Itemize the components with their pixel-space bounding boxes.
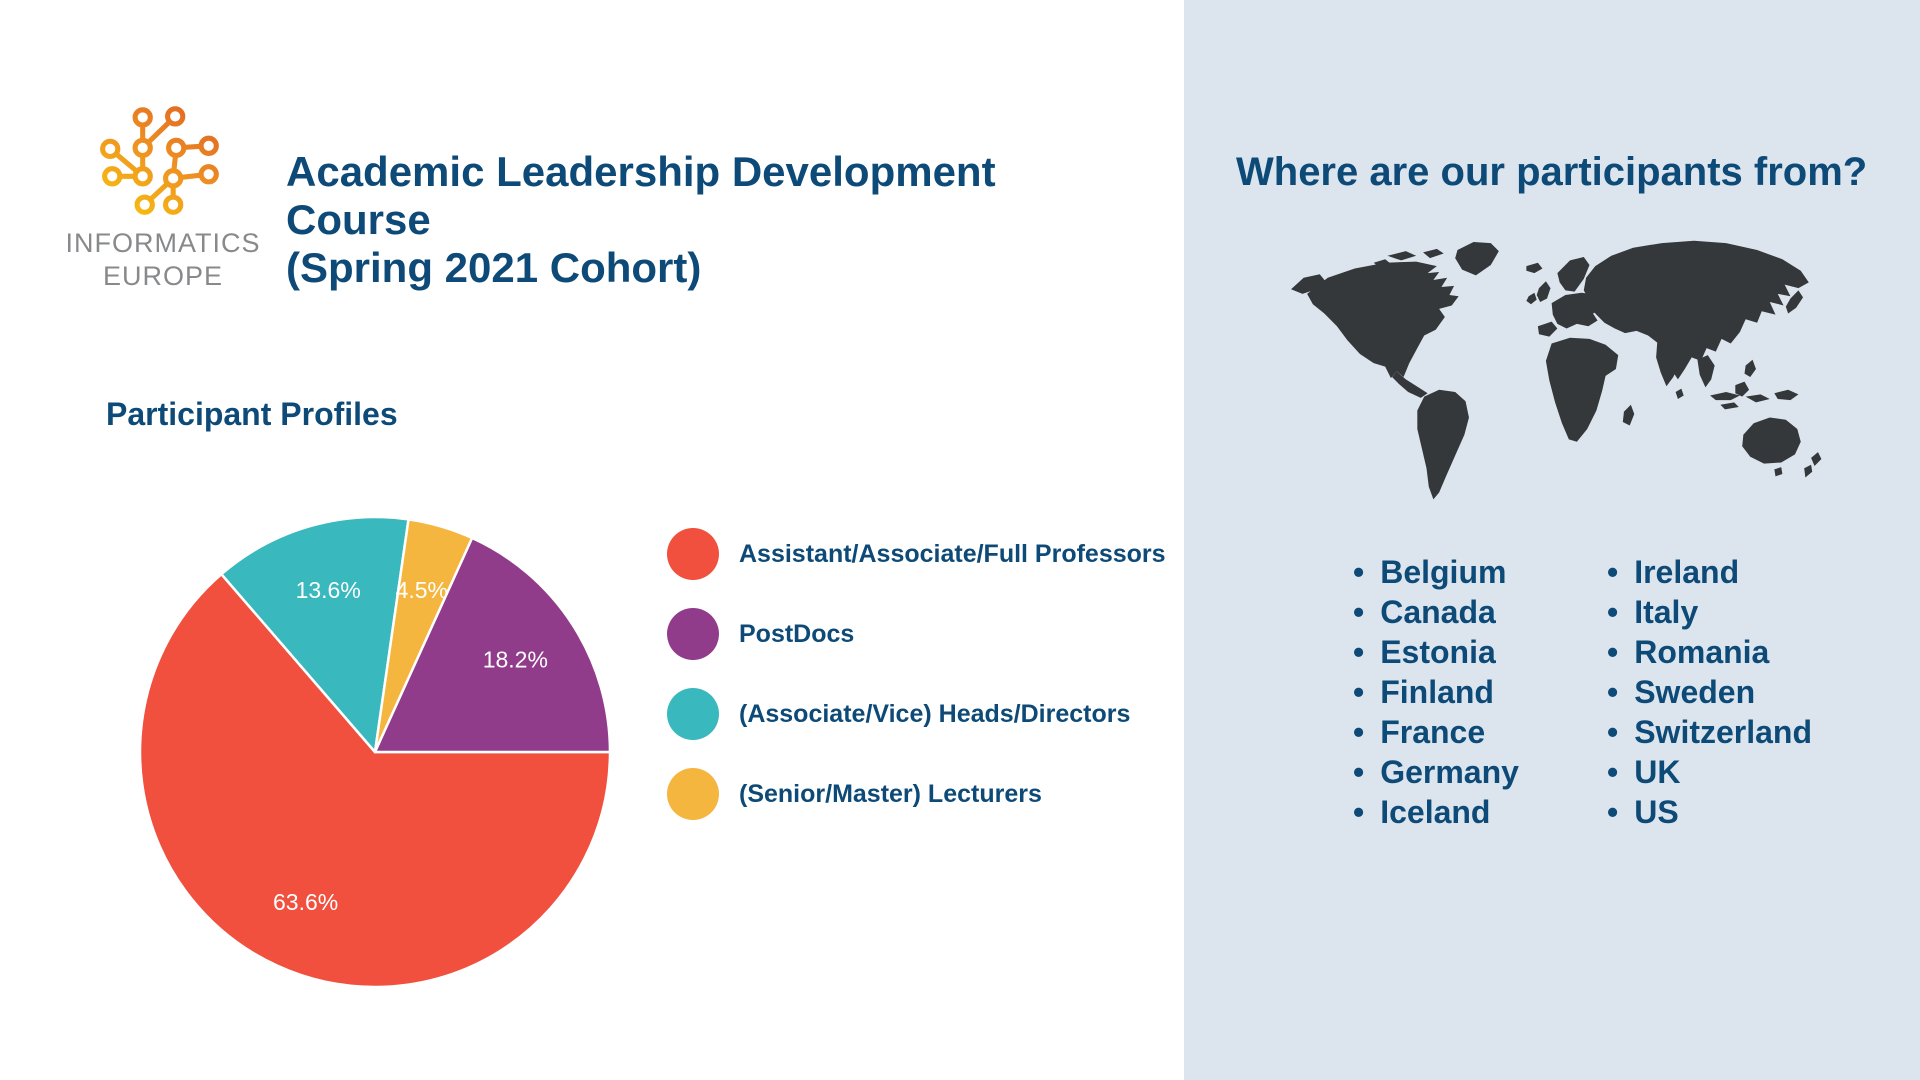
country-name: Ireland xyxy=(1634,554,1740,590)
pie-section-heading: Participant Profiles xyxy=(106,396,398,432)
country-name: UK xyxy=(1634,754,1681,790)
panel-heading: Where are our participants from? xyxy=(1236,150,1868,194)
country-name: Finland xyxy=(1380,674,1494,710)
country-item: • Finland xyxy=(1353,672,1519,712)
pie-slice-percent-label: 18.2% xyxy=(483,647,548,673)
country-item: • Ireland xyxy=(1607,552,1812,592)
country-item: • Switzerland xyxy=(1607,712,1812,752)
country-name: Germany xyxy=(1380,754,1519,790)
country-item: • Iceland xyxy=(1353,792,1519,832)
country-name: US xyxy=(1634,794,1679,830)
country-column-1: • Belgium • Canada • Estonia • Finland • France • G… xyxy=(1353,552,1519,832)
logo-wordmark-line1: INFORMATICS xyxy=(65,228,261,258)
country-item: • Estonia xyxy=(1353,632,1519,672)
participants-panel: Where are our participants from? xyxy=(1184,0,1920,1080)
pie-slice xyxy=(220,515,410,754)
legend-color-dot xyxy=(667,608,719,660)
country-name: Estonia xyxy=(1380,634,1496,670)
country-item: • Romania xyxy=(1607,632,1812,672)
country-item: • Italy xyxy=(1607,592,1812,632)
pie-slice-percent-label: 13.6% xyxy=(296,577,361,603)
logo-connector-lines xyxy=(108,114,209,207)
legend-color-dot xyxy=(667,528,719,580)
country-item: • Germany xyxy=(1353,752,1519,792)
world-map-icon xyxy=(1291,240,1822,500)
country-item: • Sweden xyxy=(1607,672,1812,712)
bullet-icon: • xyxy=(1607,754,1619,790)
world-map-landmasses xyxy=(1291,240,1822,500)
country-name: Italy xyxy=(1634,594,1699,630)
logo-wordmark-line2: EUROPE xyxy=(102,261,224,291)
bullet-icon: • xyxy=(1607,714,1619,750)
legend-item: (Senior/Master) Lecturers xyxy=(667,768,1166,820)
page-title-line1: Academic Leadership Development Course xyxy=(286,148,996,243)
bullet-icon: • xyxy=(1607,634,1619,670)
bullet-icon: • xyxy=(1353,754,1365,790)
country-name: Iceland xyxy=(1380,794,1491,830)
legend-item: Assistant/Associate/Full Professors xyxy=(667,528,1166,580)
country-name: France xyxy=(1380,714,1486,750)
legend-item: PostDocs xyxy=(667,608,1166,660)
country-item: • US xyxy=(1607,792,1812,832)
legend-label: (Associate/Vice) Heads/Directors xyxy=(739,699,1131,728)
legend-item: (Associate/Vice) Heads/Directors xyxy=(667,688,1166,740)
bullet-icon: • xyxy=(1607,594,1619,630)
country-item: • Belgium xyxy=(1353,552,1519,592)
bullet-icon: • xyxy=(1607,794,1619,830)
pie-chart: 63.6% 13.6% 4.5% 18.2% xyxy=(138,515,612,989)
logo-network-icon xyxy=(100,106,219,215)
bullet-icon: • xyxy=(1353,634,1365,670)
bullet-icon: • xyxy=(1607,674,1619,710)
pie-slice-percent-label: 63.6% xyxy=(273,889,338,915)
legend-color-dot xyxy=(667,688,719,740)
legend-label: Assistant/Associate/Full Professors xyxy=(739,539,1166,568)
bullet-icon: • xyxy=(1607,554,1619,590)
bullet-icon: • xyxy=(1353,554,1365,590)
country-name: Romania xyxy=(1634,634,1770,670)
bullet-icon: • xyxy=(1353,714,1365,750)
pie-slice xyxy=(373,536,612,754)
bullet-icon: • xyxy=(1353,594,1365,630)
country-name: Sweden xyxy=(1634,674,1756,710)
page-title-line2: (Spring 2021 Cohort) xyxy=(286,244,702,291)
bullet-icon: • xyxy=(1353,794,1365,830)
country-item: • Canada xyxy=(1353,592,1519,632)
legend-label: PostDocs xyxy=(739,619,855,648)
pie-slice xyxy=(138,572,612,989)
bullet-icon: • xyxy=(1353,674,1365,710)
informatics-europe-logo: INFORMATICS EUROPE xyxy=(57,95,269,293)
logo-ring-nodes xyxy=(100,106,219,215)
country-name: Canada xyxy=(1380,594,1496,630)
pie-legend: Assistant/Associate/Full Professors PostD… xyxy=(667,528,1166,848)
country-name: Belgium xyxy=(1380,554,1507,590)
pie-slice-percent-label: 4.5% xyxy=(396,577,448,603)
country-item: • France xyxy=(1353,712,1519,752)
country-item: • UK xyxy=(1607,752,1812,792)
country-name: Switzerland xyxy=(1634,714,1813,750)
legend-label: (Senior/Master) Lecturers xyxy=(739,779,1042,808)
page-title: Academic Leadership Development Course (… xyxy=(286,148,1146,292)
legend-color-dot xyxy=(667,768,719,820)
country-column-2: • Ireland • Italy • Romania • Sweden • Switzerlan… xyxy=(1607,552,1812,832)
